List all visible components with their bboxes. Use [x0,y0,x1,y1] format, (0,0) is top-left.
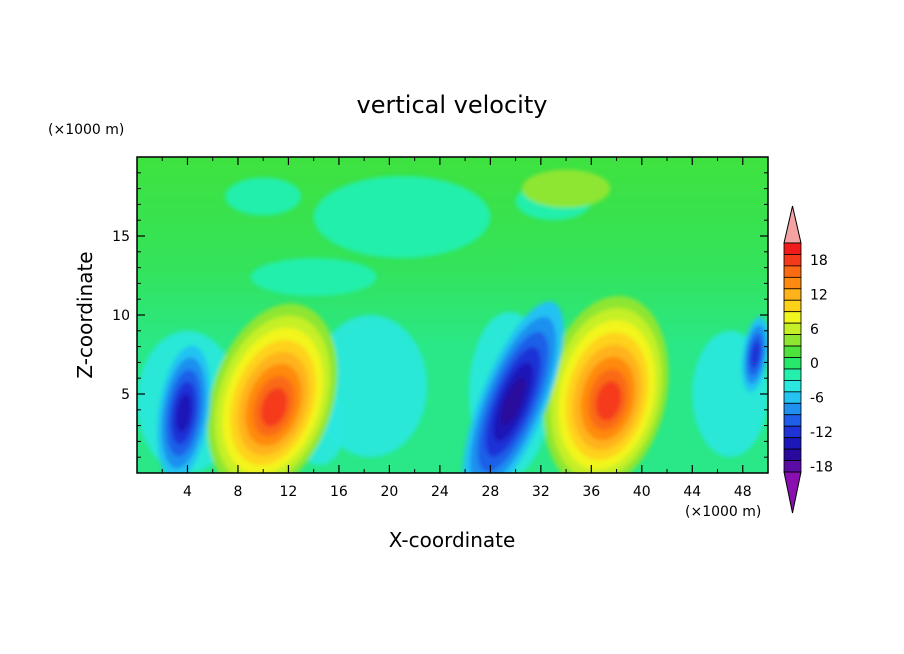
cyan-band [313,175,491,259]
colorbar-bottom-triangle [783,471,802,514]
colorbar-label: -12 [810,425,833,441]
velocity-field [137,169,768,473]
y-axis-title: Z-coordinate [73,251,97,378]
x-axis-title: X-coordinate [389,528,516,552]
x-tick-label: 36 [582,484,600,500]
colorbar-box [783,414,802,427]
colorbar-box [783,437,802,450]
colorbar-box [783,265,802,278]
colorbar-box [783,276,802,290]
colorbar-label: -6 [810,391,824,407]
downdraft-contour [750,341,761,368]
downdraft-contour [176,393,192,433]
y-unit-label: (×1000 m) [48,122,124,138]
x-tick-label: 40 [633,484,651,500]
chart-title: vertical velocity [357,91,548,119]
x-tick-label: 24 [431,484,449,500]
colorbar-box [783,460,802,473]
colorbar-box [783,391,802,404]
colorbar-box [783,299,802,313]
plot-area [137,157,768,473]
colorbar-label: 18 [810,253,828,269]
x-tick-label: 8 [233,484,242,500]
x-tick-label: 28 [481,484,499,500]
x-tick-label: 44 [683,484,701,500]
downdraft-contour [500,377,526,427]
colorbar-box [783,345,802,358]
y-tick-label: 5 [121,387,130,403]
colorbar-box [783,368,802,381]
colorbar-box [783,288,802,301]
colorbar-label: 6 [810,322,819,338]
colorbar-label: -18 [810,459,833,475]
x-tick-label: 4 [183,484,192,500]
y-axis: 5 10 15 [112,172,768,458]
y-tick-label: 10 [112,308,130,324]
x-tick-label: 48 [734,484,752,500]
colorbar-box [783,425,802,439]
colorbar-box [783,322,802,335]
colorbar-box [783,379,802,393]
colorbar: 18 12 6 0 -6 -12 -18 [783,205,833,514]
x-tick-label: 32 [532,484,550,500]
light-green-patch [521,169,611,208]
colorbar-label: 0 [810,356,819,372]
x-unit-label: (×1000 m) [685,504,761,520]
colorbar-box [783,402,802,416]
colorbar-box [783,242,802,255]
colorbar-box [783,254,802,267]
x-tick-label: 16 [330,484,348,500]
colorbar-box [783,357,802,370]
colorbar-label: 12 [810,288,828,304]
colorbar-top-triangle [783,205,802,244]
updraft-contour [260,387,288,427]
y-tick-label: 15 [112,229,130,245]
colorbar-box [783,448,802,461]
updraft-contour [595,381,622,421]
colorbar-box [783,311,802,324]
x-tick-label: 12 [280,484,298,500]
cyan-band [225,177,302,216]
x-axis: 4 8 12 16 20 24 28 32 36 40 44 48 [161,157,752,500]
cyan-band [250,258,377,297]
x-tick-label: 20 [380,484,398,500]
colorbar-box [783,334,802,347]
